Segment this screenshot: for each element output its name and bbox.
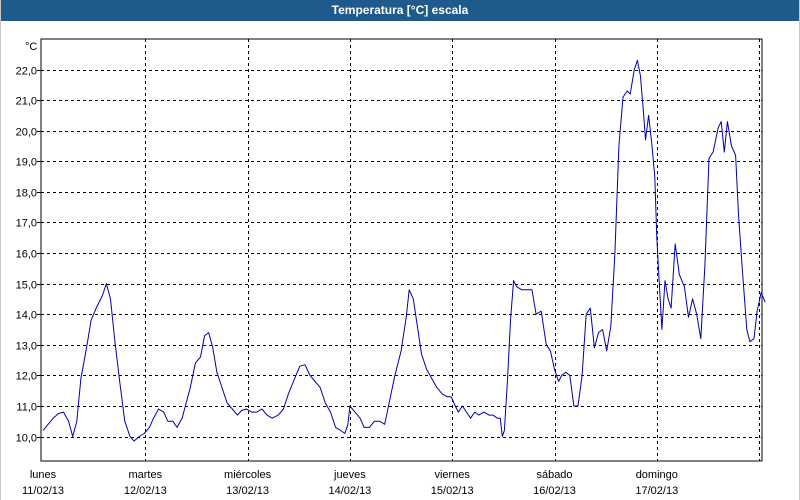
temperature-series-line [42, 59, 766, 442]
plot-border [40, 38, 763, 462]
x-tick-date-label: 15/02/13 [431, 485, 474, 497]
y-tick-label: 13,0 [16, 341, 37, 353]
x-tick-date-label: 13/02/13 [226, 485, 269, 497]
series-layer [42, 59, 766, 442]
x-tick-date-label: 12/02/13 [124, 485, 167, 497]
y-tick-label: 10,0 [16, 433, 37, 445]
x-tick-date-label: 14/02/13 [328, 485, 371, 497]
x-tick-date-label: 17/02/13 [635, 485, 678, 497]
y-tick-label: 21,0 [16, 96, 37, 108]
y-tick-label: 12,0 [16, 371, 37, 383]
plot-area [41, 39, 762, 461]
y-tick-label: 20,0 [16, 127, 37, 139]
x-tick-day-label: lunes [30, 469, 57, 481]
window-title: Temperatura [°C] escala [1, 0, 799, 21]
x-tick-day-label: miércoles [224, 469, 272, 481]
x-tick-day-label: sábado [536, 469, 572, 481]
y-tick-label: 19,0 [16, 157, 37, 169]
y-tick-label: 11,0 [16, 402, 37, 414]
y-tick-label: 15,0 [16, 280, 37, 292]
x-axis-ticks: lunes 11/02/13 martes 12/02/13 miércoles 13/0… [22, 469, 678, 497]
x-tick-date-label: 16/02/13 [533, 485, 576, 497]
axes [40, 38, 763, 462]
y-tick-label: 22,0 [16, 66, 37, 78]
x-tick-day-label: domingo [636, 469, 678, 481]
y-tick-label: 16,0 [16, 249, 37, 261]
y-tick-label: 14,0 [16, 310, 37, 322]
x-tick-day-label: viernes [434, 469, 470, 481]
x-tick-date-label: 11/02/13 [22, 485, 64, 497]
x-tick-day-label: martes [128, 469, 162, 481]
y-tick-label: 18,0 [16, 188, 37, 200]
y-axis-label: °C [25, 41, 37, 53]
y-axis-ticks: 10,0 11,0 12,0 13,0 14,0 15,0 16,0 17,0 18,0 19,0… [16, 66, 41, 445]
x-tick-day-label: jueves [333, 469, 366, 481]
y-tick-label: 17,0 [16, 218, 37, 230]
